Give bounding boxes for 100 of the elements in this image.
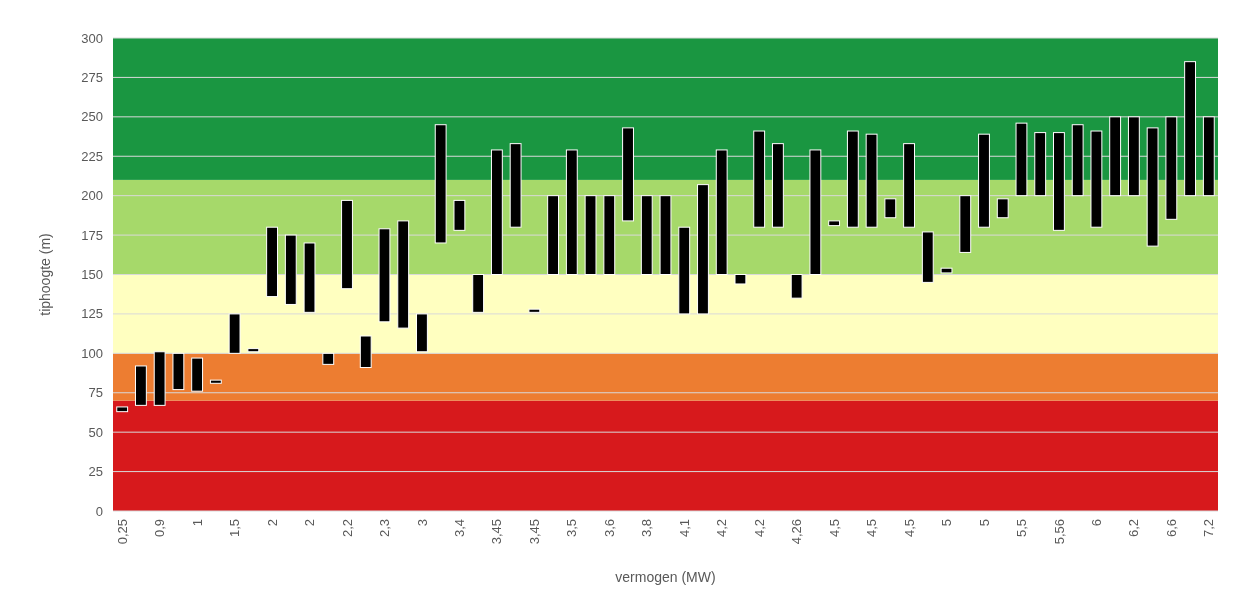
y-axis-title: tiphoogte (m) <box>37 233 53 316</box>
y-tick-label: 50 <box>88 424 103 440</box>
bar <box>416 313 428 353</box>
x-tick-label: 4,1 <box>676 519 692 538</box>
bar <box>865 133 878 228</box>
x-tick-label: 7,2 <box>1201 519 1217 538</box>
bar <box>921 231 934 283</box>
x-tick-label: 3 <box>414 519 430 527</box>
bar <box>771 143 784 228</box>
y-tick-label: 100 <box>81 345 103 361</box>
bar <box>978 133 990 228</box>
bar <box>378 228 391 323</box>
y-tick-label: 225 <box>81 148 103 164</box>
bar <box>753 130 766 228</box>
bar <box>1127 116 1140 197</box>
bar <box>303 242 316 313</box>
bar <box>1071 124 1084 197</box>
bar <box>996 198 1009 219</box>
bar <box>359 335 372 369</box>
bar <box>678 226 691 315</box>
x-tick-label: 5,5 <box>1014 519 1030 538</box>
bar <box>1165 116 1178 220</box>
bar <box>959 195 972 253</box>
y-tick-label: 25 <box>88 464 103 480</box>
x-tick-label: 1 <box>189 519 205 527</box>
bar <box>1146 127 1159 247</box>
bar <box>266 226 278 298</box>
x-tick-label: 4,5 <box>901 519 917 538</box>
bar <box>228 313 241 354</box>
y-tick-label: 125 <box>81 306 103 322</box>
x-tick-label: 1,5 <box>227 519 243 538</box>
x-tick-label: 4,2 <box>714 519 730 538</box>
bar <box>284 234 297 305</box>
bar <box>790 274 803 299</box>
bar <box>1015 122 1028 197</box>
bar <box>940 267 953 274</box>
x-tick-label: 2,3 <box>377 519 393 538</box>
x-tick-label: 5,56 <box>1051 519 1067 545</box>
x-tick-label: 2 <box>264 519 280 527</box>
bar <box>603 195 616 275</box>
bar <box>640 195 653 275</box>
x-tick-label: 0,25 <box>114 519 130 545</box>
y-tick-label: 150 <box>81 267 103 283</box>
y-tick-label: 200 <box>81 188 103 204</box>
x-tick-label: 4,2 <box>751 519 767 538</box>
y-tick-label: 75 <box>88 385 103 401</box>
y-tick-label: 300 <box>81 30 103 46</box>
bar <box>547 195 560 275</box>
x-axis-title: vermogen (MW) <box>615 569 716 585</box>
x-tick-label: 0,9 <box>152 519 168 538</box>
x-tick-label: 3,5 <box>564 519 580 538</box>
x-tick-label: 6,2 <box>1126 519 1142 538</box>
x-tick-label: 2,2 <box>339 519 355 538</box>
bar <box>565 149 578 275</box>
bar <box>846 130 859 228</box>
bar <box>734 274 747 285</box>
x-tick-label: 3,45 <box>489 519 505 545</box>
bar <box>434 124 447 244</box>
bar <box>828 220 841 227</box>
bar <box>715 149 728 275</box>
x-tick-label: 4,5 <box>826 519 842 538</box>
x-tick-label: 3,8 <box>639 519 655 538</box>
bar <box>322 352 335 365</box>
bar <box>341 199 353 290</box>
bar <box>697 184 709 315</box>
bar <box>172 352 185 391</box>
x-tick-label: 5 <box>939 519 955 527</box>
bar <box>509 143 522 228</box>
bar <box>191 357 204 392</box>
bar <box>209 379 222 384</box>
y-tick-label: 175 <box>81 227 103 243</box>
x-tick-label: 6 <box>1088 519 1104 527</box>
y-tick-label: 275 <box>81 69 103 85</box>
bar <box>1053 132 1065 231</box>
bar <box>490 149 503 275</box>
x-tick-label: 4,5 <box>864 519 880 538</box>
bar <box>659 195 672 275</box>
bar <box>397 220 410 329</box>
x-tick-label: 3,4 <box>451 519 467 538</box>
bar <box>584 195 597 275</box>
bar <box>809 149 822 275</box>
bar <box>134 365 147 406</box>
bar <box>1184 61 1197 197</box>
bar <box>247 348 260 353</box>
bar <box>903 143 915 228</box>
x-tick-label: 6,6 <box>1163 519 1179 538</box>
y-tick-label: 250 <box>81 109 103 125</box>
x-tick-label: 3,45 <box>526 519 542 545</box>
bar <box>1109 116 1122 197</box>
bar <box>528 308 541 313</box>
bar <box>1090 130 1103 228</box>
bar <box>622 127 634 222</box>
bar <box>153 351 166 406</box>
bar <box>453 199 466 231</box>
x-tick-label: 5 <box>976 519 992 527</box>
x-tick-label: 3,6 <box>601 519 617 538</box>
bar <box>1202 116 1215 197</box>
y-tick-label: 0 <box>95 503 103 519</box>
bar <box>116 406 129 413</box>
bar <box>884 198 897 219</box>
